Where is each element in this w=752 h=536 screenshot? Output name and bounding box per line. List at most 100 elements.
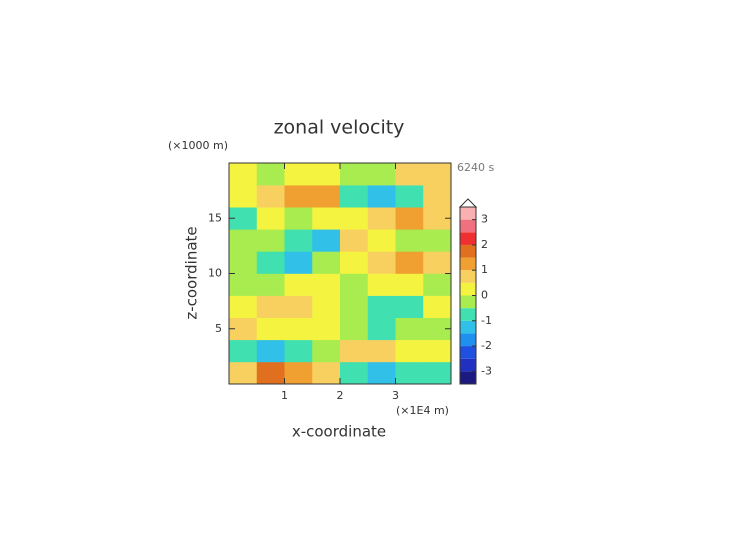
colorbar-band — [460, 219, 476, 233]
contour-cell — [284, 163, 313, 186]
contour-cell — [367, 163, 396, 186]
contour-cell — [367, 273, 396, 296]
contour-cell — [284, 185, 313, 208]
contour-cell — [340, 295, 369, 318]
colorbar-band — [460, 346, 476, 359]
contour-cell — [256, 185, 285, 208]
contour-cell — [229, 229, 258, 252]
contour-cell — [229, 273, 258, 296]
contour-cell — [256, 339, 285, 363]
contour-cell — [229, 317, 258, 341]
contour-cell — [423, 361, 452, 385]
x-tick-label: 1 — [281, 389, 288, 402]
y-tick-label: 5 — [215, 322, 222, 335]
chart-title: zonal velocity — [274, 117, 405, 139]
contour-cell — [340, 317, 369, 341]
contour-cell — [395, 251, 424, 274]
colorbar-tick-label: -1 — [481, 314, 492, 327]
contour-cell — [229, 295, 258, 318]
contour-cell — [256, 229, 285, 252]
contour-cell — [312, 317, 341, 341]
contour-cell — [367, 229, 396, 252]
contour-cell — [312, 339, 341, 363]
colorbar-tick-label: -2 — [481, 339, 492, 352]
contour-cell — [312, 163, 341, 186]
contour-cell — [367, 185, 396, 208]
contour-cell — [367, 251, 396, 274]
contour-cell — [395, 163, 424, 186]
contour-cell — [423, 295, 452, 318]
colorbar-band — [460, 257, 476, 271]
contour-cell — [256, 163, 285, 186]
contour-cell — [395, 207, 424, 230]
contour-cell — [312, 251, 341, 274]
contour-cell — [229, 185, 258, 208]
contour-cell — [256, 251, 285, 274]
contour-cell — [312, 229, 341, 252]
contour-cell — [395, 185, 424, 208]
contour-cell — [312, 207, 341, 230]
contour-cell — [256, 207, 285, 230]
contour-cell — [284, 339, 313, 363]
contour-cell — [423, 339, 452, 363]
colorbar-band — [460, 270, 476, 283]
contour-cell — [423, 185, 452, 208]
colorbar-band — [460, 244, 476, 258]
y-unit-label: (×1000 m) — [168, 139, 228, 152]
contour-cell — [312, 273, 341, 296]
contour-cell — [367, 317, 396, 341]
contour-cell — [395, 339, 424, 363]
colorbar-band — [460, 232, 476, 245]
contour-cell — [229, 251, 258, 274]
contour-cell — [395, 317, 424, 341]
x-tick-label: 3 — [392, 389, 399, 402]
colorbar-band — [460, 320, 476, 334]
time-label: 6240 s — [457, 161, 494, 174]
contour-cell — [423, 273, 452, 296]
contour-cell — [340, 361, 369, 385]
contour-cell — [423, 207, 452, 230]
contour-cell — [340, 163, 369, 186]
contour-cell — [367, 207, 396, 230]
contour-cell — [284, 207, 313, 230]
contour-cell — [284, 361, 313, 385]
colorbar-tick-label: 0 — [481, 289, 488, 302]
contour-cell — [256, 273, 285, 296]
colorbar-extend — [458, 198, 478, 208]
contour-cell — [284, 295, 313, 318]
x-unit-label: (×1E4 m) — [396, 404, 449, 417]
contour-cell — [423, 251, 452, 274]
y-tick-label: 15 — [208, 211, 222, 224]
contour-cell — [395, 273, 424, 296]
contour-cell — [284, 317, 313, 341]
colorbar-band — [460, 358, 476, 372]
contour-cell — [395, 229, 424, 252]
contour-cell — [340, 207, 369, 230]
contour-cell — [312, 361, 341, 385]
contour-cell — [229, 361, 258, 385]
colorbar-band — [460, 371, 476, 384]
contour-cell — [312, 185, 341, 208]
contour-cell — [367, 295, 396, 318]
colorbar-band — [460, 295, 476, 309]
contour-cell — [229, 339, 258, 363]
contour-cell — [340, 229, 369, 252]
contour-cell — [312, 295, 341, 318]
contour-cell — [340, 339, 369, 363]
contour-cell — [423, 163, 452, 186]
colorbar-tick-label: -3 — [481, 364, 492, 377]
x-tick-label: 2 — [337, 389, 344, 402]
y-tick-label: 10 — [208, 267, 222, 280]
contour-cell — [284, 229, 313, 252]
colorbar-tick-label: 2 — [481, 238, 488, 251]
contour-cell — [423, 229, 452, 252]
y-axis-label: z-coordinate — [183, 226, 201, 319]
contour-cell — [284, 273, 313, 296]
contour-cell — [340, 185, 369, 208]
contour-cell — [340, 273, 369, 296]
contour-cell — [423, 317, 452, 341]
contour-cell — [395, 295, 424, 318]
colorbar-tick-label: 1 — [481, 263, 488, 276]
colorbar-band — [460, 207, 476, 220]
